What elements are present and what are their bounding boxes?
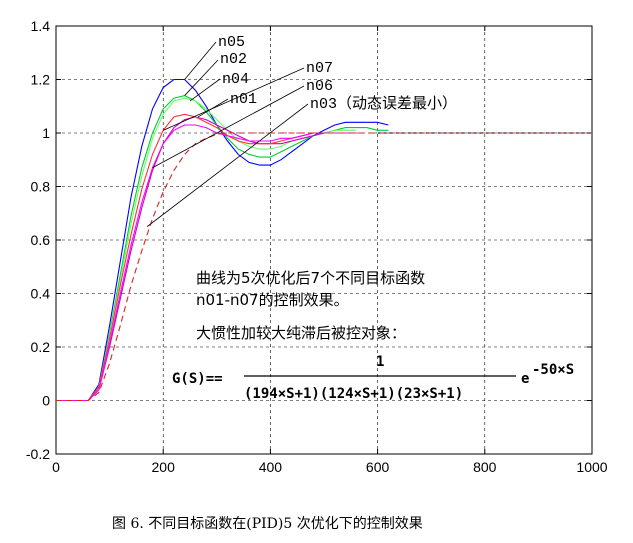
label-pointers [146, 41, 309, 227]
x-tick-label: 1000 [576, 459, 607, 475]
formula-denominator: (194×S+1)(124×S+1)(23×S+1) [244, 386, 463, 402]
y-tick-label: 0.6 [31, 232, 51, 248]
formula-lhs: G(S)== [172, 371, 223, 387]
axes: 0 200 400 600 800 1000-0.200.20.40.60.811.21.… [26, 18, 608, 475]
y-tick-label: 1 [42, 125, 50, 141]
figure-caption: 图 6. 不同目标函数在(PID)5 次优化下的控制效果 [112, 516, 423, 532]
label-n04: n04 [222, 71, 249, 88]
y-tick-label: -0.2 [26, 446, 50, 462]
formula-exponent: -50×S [532, 362, 574, 378]
label-n01: n01 [230, 91, 257, 108]
y-tick-label: 0.4 [31, 286, 51, 302]
series-line-n03 [56, 132, 592, 402]
pointer-n05 [184, 41, 217, 80]
x-tick-label: 600 [366, 459, 390, 475]
note-line-3: 大惯性加较大纯滞后被控对象： [196, 324, 406, 342]
pointer-n07 [163, 67, 305, 131]
x-tick-label: 400 [259, 459, 283, 475]
note-line-2: n01-n07的控制效果。 [196, 291, 349, 309]
formula-numerator: 1 [376, 354, 384, 370]
pointer-n06 [152, 85, 305, 169]
label-n02: n02 [220, 51, 247, 68]
note-line-1: 曲线为5次优化后7个不同目标函数 [196, 269, 425, 287]
series-line-n05 [56, 78, 389, 402]
formula-exp-base: e [521, 371, 529, 387]
pointer-n04 [189, 78, 221, 102]
x-tick-label: 0 [52, 459, 60, 475]
label-n05: n05 [218, 34, 245, 51]
label-n06: n06 [306, 78, 333, 95]
x-tick-label: 200 [152, 459, 176, 475]
x-tick-label: 800 [473, 459, 497, 475]
series-line-n01 [56, 116, 357, 402]
series [56, 78, 592, 402]
y-tick-label: 1.4 [31, 18, 51, 34]
y-tick-label: 0 [42, 393, 50, 409]
pointer-n03 [146, 103, 309, 227]
grid [56, 26, 592, 454]
y-tick-label: 0.8 [31, 179, 51, 195]
y-tick-label: 1.2 [31, 72, 51, 88]
label-n03: n03（动态误差最小） [310, 95, 457, 113]
pointer-n02 [184, 59, 219, 96]
label-n07: n07 [306, 60, 333, 77]
y-tick-label: 0.2 [31, 339, 51, 355]
